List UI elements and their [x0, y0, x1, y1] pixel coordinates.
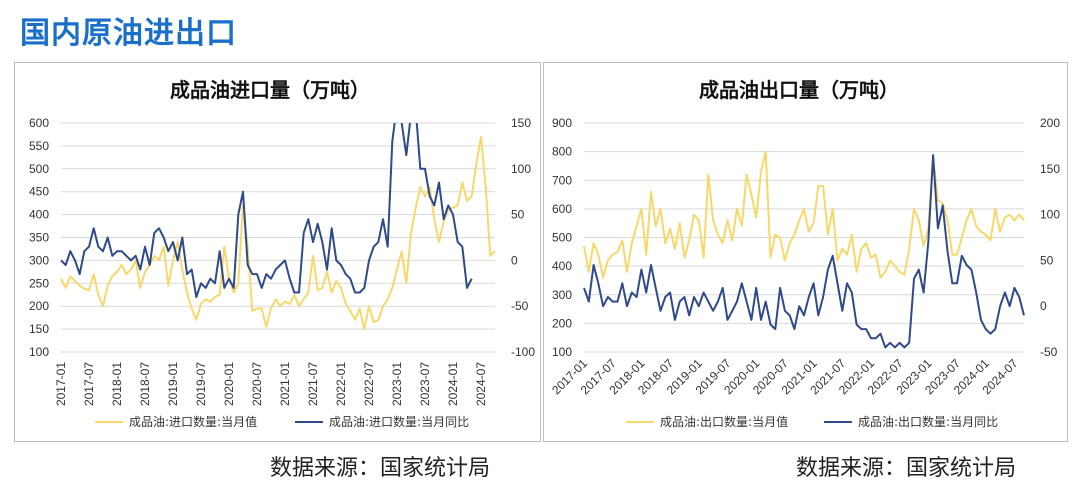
series-line-yoy	[60, 123, 473, 298]
left-axis-tick-label: 600	[29, 116, 49, 130]
x-axis-tick-label: 2022-07	[362, 362, 376, 406]
x-axis-tick-label: 2018-07	[138, 362, 152, 406]
legend-label: 成品油:进口数量:当月值	[129, 414, 257, 429]
left-axis-tick-label: 500	[29, 162, 49, 176]
left-axis-tick-label: 200	[552, 316, 572, 330]
left-axis-tick-label: 200	[29, 299, 49, 313]
series-line-yoy	[583, 154, 1025, 349]
left-axis-tick-label: 100	[552, 345, 572, 359]
right-axis-tick-label: 100	[1040, 208, 1060, 222]
left-axis-tick-label: 300	[552, 288, 572, 302]
right-axis-tick-label: 0	[1040, 299, 1047, 313]
left-axis-tick-label: 400	[29, 208, 49, 222]
chart-title: 成品油出口量（万吨）	[699, 78, 899, 102]
right-axis-tick-label: 100	[511, 162, 531, 176]
source-note-right: 数据来源：国家统计局	[796, 456, 1017, 481]
x-axis-tick-label: 2023-07	[418, 362, 432, 406]
right-axis-tick-label: 50	[1040, 253, 1054, 267]
right-axis-tick-label: -50	[511, 299, 529, 313]
left-axis-tick-label: 350	[29, 231, 49, 245]
left-axis-tick-label: 150	[29, 322, 49, 336]
chart-title: 成品油进口量（万吨）	[170, 78, 370, 102]
left-axis-tick-label: 900	[552, 116, 572, 130]
x-axis-tick-label: 2021-07	[306, 362, 320, 406]
x-axis-tick-label: 2024-07	[474, 362, 488, 406]
left-axis-tick-label: 550	[29, 139, 49, 153]
left-axis-tick-label: 400	[552, 259, 572, 273]
series-line-monthly-value	[60, 135, 496, 331]
left-axis-tick-label: 500	[552, 231, 572, 245]
right-axis-tick-label: 0	[511, 253, 518, 267]
legend-label: 成品油:进口数量:当月同比	[329, 414, 469, 429]
source-note-left: 数据来源：国家统计局	[270, 456, 491, 481]
left-axis-tick-label: 700	[552, 173, 572, 187]
left-axis-tick-label: 250	[29, 276, 49, 290]
right-axis-tick-label: -100	[511, 345, 535, 359]
right-axis-tick-label: 150	[1040, 162, 1060, 176]
x-axis-tick-label: 2019-01	[166, 362, 180, 406]
right-axis-tick-label: 150	[511, 116, 531, 130]
left-axis-tick-label: 600	[552, 202, 572, 216]
x-axis-tick-label: 2019-07	[194, 362, 208, 406]
export-chart-panel: 成品油出口量（万吨） 100 200 300 400 500 600 700 800 900 -50…	[543, 62, 1068, 442]
left-axis-tick-label: 800	[552, 145, 572, 159]
x-axis-tick-label: 2024-01	[446, 362, 460, 406]
series-line-monthly-value	[583, 150, 1025, 279]
x-axis-tick-label: 2018-01	[110, 362, 124, 406]
x-axis-tick-label: 2022-01	[334, 362, 348, 406]
left-axis-tick-label: 300	[29, 253, 49, 267]
export-chart: 成品油出口量（万吨）100200300400500600700800900-50…	[549, 78, 1060, 429]
x-axis-tick-label: 2020-07	[250, 362, 264, 406]
right-axis-tick-label: 200	[1040, 116, 1060, 130]
left-axis-tick-label: 450	[29, 185, 49, 199]
x-axis-tick-label: 2020-01	[222, 362, 236, 406]
import-chart-panel: 成品油进口量（万吨） 100 150 200 250 300 350 400 450 500 550…	[14, 62, 541, 442]
x-axis-tick-label: 2017-07	[82, 362, 96, 406]
legend-label: 成品油:出口数量:当月值	[660, 414, 788, 429]
x-axis-tick-label: 2021-01	[278, 362, 292, 406]
x-axis-tick-label: 2023-01	[390, 362, 404, 406]
left-axis-tick-label: 100	[29, 345, 49, 359]
page-title: 国内原油进出口	[20, 16, 237, 51]
x-axis-tick-label: 2017-01	[54, 362, 68, 406]
import-chart: 成品油进口量（万吨）100150200250300350400450500550…	[29, 78, 535, 429]
legend-label: 成品油:出口数量:当月同比	[858, 414, 998, 429]
right-axis-tick-label: -50	[1040, 345, 1058, 359]
right-axis-tick-label: 50	[511, 208, 525, 222]
